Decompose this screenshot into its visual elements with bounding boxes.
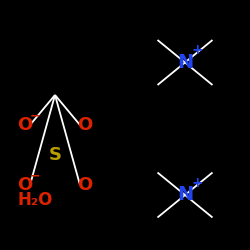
Text: N: N: [177, 186, 193, 204]
Text: −: −: [29, 109, 40, 122]
Text: +: +: [191, 44, 203, 58]
Text: O: O: [78, 116, 92, 134]
Text: N: N: [177, 53, 193, 72]
Text: O: O: [78, 176, 92, 194]
Text: O: O: [18, 176, 32, 194]
Text: S: S: [48, 146, 62, 164]
Text: −: −: [29, 169, 40, 182]
Text: O: O: [18, 116, 32, 134]
Text: H₂O: H₂O: [17, 191, 53, 209]
Text: +: +: [191, 176, 203, 190]
